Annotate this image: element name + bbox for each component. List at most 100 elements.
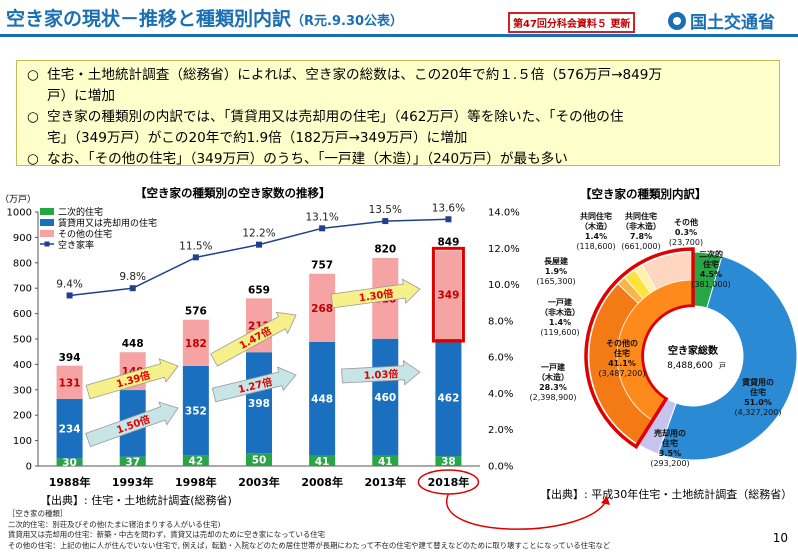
donut-label-rental: 賃貸用の (741, 377, 774, 387)
donut-label-detached-nonwood: 一戸建 (548, 297, 573, 307)
bar-value-label: 268 (311, 303, 333, 315)
donut-label-apartment-wood: 共同住宅 (580, 211, 612, 221)
growth-arrow (211, 366, 297, 403)
bar-segment (246, 352, 272, 454)
legend-label: その他の住宅 (58, 228, 112, 240)
x-tick-label: 2013年 (364, 475, 406, 489)
summary-text: 戸）に増加 (47, 88, 115, 104)
summary-text: 空き家の種類別の内訳では、「賃貸用又は売却用の住宅」（462万戸）等を除いた、「… (47, 109, 624, 125)
notes-line: その他の住宅：上記の他に人が住んでいない住宅で, 例えば，転勤・入院などのため居… (8, 540, 611, 550)
org-name: 国土交通省 (690, 13, 775, 33)
x-tick-label: 1993年 (112, 475, 154, 489)
y-tick-label: 500 (13, 335, 32, 346)
y-tick-label: 200 (13, 411, 32, 422)
y2-tick-label: 6.0% (488, 353, 513, 364)
y-tick-label: 300 (13, 385, 32, 396)
notes-line: 二次的住宅：別荘及びその他(たまに寝泊まりする人がいる住宅) (8, 519, 221, 529)
donut-label-secondary: (381,000) (691, 280, 730, 289)
y-tick-label: 700 (13, 284, 32, 295)
legend-label: 賃貸用又は売却用の住宅 (58, 217, 157, 229)
donut-label-sale: (293,200) (650, 459, 689, 468)
bar-segment (372, 338, 399, 456)
legend-swatch (40, 230, 54, 237)
y2-tick-label: 8.0% (488, 316, 513, 327)
highlight-other-border (584, 247, 695, 450)
link-arrow (445, 493, 608, 530)
bar-segment (435, 456, 462, 466)
bar-value-label: 182 (185, 338, 207, 350)
bar-segment (182, 319, 209, 366)
rate-point (66, 292, 73, 299)
donut-label-detached-wood: 28.3% (539, 383, 567, 392)
donut-label-apartment-wood: (118,600) (576, 242, 615, 251)
legend-label: 二次的住宅 (58, 206, 103, 218)
donut-label-row-house: (165,300) (536, 277, 575, 286)
left-chart-title: 【空き家の種類別の空き家数の推移】 (135, 186, 331, 200)
summary-item: ○ なお、「その他の住宅」（349万戸）のうち、「一戸建（木造）」（240万戸）が… (27, 149, 769, 170)
y2-tick-label: 0.0% (488, 462, 513, 473)
bar-segment (435, 339, 462, 457)
donut-label-row-house: 1.9% (545, 267, 567, 276)
legend-label: 空き家率 (58, 239, 94, 251)
meeting-tag: 第47回分科会資料５ 更新 (508, 12, 636, 33)
bar-segment (182, 455, 209, 466)
donut-label-secondary: 住宅 (703, 259, 719, 269)
bar-value-label: 352 (185, 406, 207, 418)
bar-value-label: 448 (311, 394, 333, 406)
donut-label-detached-wood: （木造） (537, 372, 569, 382)
rate-label: 13.1% (305, 211, 338, 223)
donut-label-other: 住宅 (614, 348, 630, 358)
y-tick-label: 1000 (7, 208, 32, 219)
summary-item: ○ 住宅・土地統計調査（総務省）によれば、空き家の総数は、この20年で約１.５倍（… (27, 65, 769, 107)
bar-segment (372, 455, 399, 466)
summary-box: ○ 住宅・土地統計調査（総務省）によれば、空き家の総数は、この20年で約１.５倍（… (16, 60, 780, 167)
x-tick-label: 2003年 (238, 475, 280, 489)
donut-hole (644, 307, 742, 405)
bullet-mark: ○ (27, 67, 39, 83)
y2-tick-label: 10.0% (488, 280, 520, 291)
donut-label-apartment-nonwood: 共同住宅 (625, 211, 657, 221)
rate-label: 13.5% (369, 204, 402, 216)
bar-segment (309, 273, 336, 342)
bar-segment (309, 341, 336, 456)
growth-arrow (341, 360, 421, 386)
donut-label-detached-wood: 一戸建 (541, 362, 566, 372)
donut-label-detached-nonwood: (119,600) (540, 328, 579, 337)
x-tick-label: 1988年 (49, 475, 91, 489)
y-tick-label: 0 (26, 462, 32, 473)
donut-label-sale: 3.5% (659, 449, 681, 458)
page-number: 10 (772, 531, 788, 545)
donut-label-row-house: 長屋建 (544, 256, 569, 266)
bar-value-label: 38 (441, 456, 456, 468)
org-logo: 国土交通省 (668, 8, 775, 33)
header: 空き家の現状－推移と種類別内訳（R元.9.30公表） 第47回分科会資料５ 更新… (0, 0, 798, 34)
donut-label-secondary: 二次的 (699, 249, 723, 259)
bar-value-label: 50 (252, 455, 267, 467)
rate-point (382, 218, 389, 225)
bar-total-label: 659 (248, 285, 270, 297)
y-tick-label: 800 (13, 258, 32, 269)
bar-total-label: 757 (311, 260, 333, 272)
donut-label-detached-nonwood: （非木造） (540, 307, 580, 317)
summary-text: 住宅・土地統計調査（総務省）によれば、空き家の総数は、この20年で約１.５倍（5… (47, 67, 663, 83)
notes: ［空き家の種類］ 二次的住宅：別荘及びその他(たまに寝泊まりする人がいる住宅) … (8, 509, 610, 551)
bar-value-label: 462 (437, 393, 459, 405)
donut-label-misc: (23,700) (669, 238, 703, 247)
x-tick-label: 2008年 (301, 475, 343, 489)
title-divider (0, 34, 798, 37)
rate-point (192, 254, 199, 261)
bar-value-label: 37 (125, 456, 140, 468)
bar-value-label: 42 (189, 456, 204, 468)
bar-total-label: 849 (437, 236, 459, 248)
donut-label-rental: 住宅 (750, 387, 766, 397)
growth-label: 1.03倍 (363, 367, 398, 382)
rate-label: 9.4% (56, 278, 83, 290)
rate-label: 9.8% (119, 271, 146, 283)
rate-label: 13.6% (432, 202, 465, 214)
notes-heading: ［空き家の種類］ (8, 509, 68, 518)
bar-segment (56, 398, 83, 459)
bar-value-label: 349 (437, 290, 459, 302)
donut-label-detached-nonwood: 1.4% (549, 318, 571, 327)
y2-tick-label: 2.0% (488, 425, 513, 436)
